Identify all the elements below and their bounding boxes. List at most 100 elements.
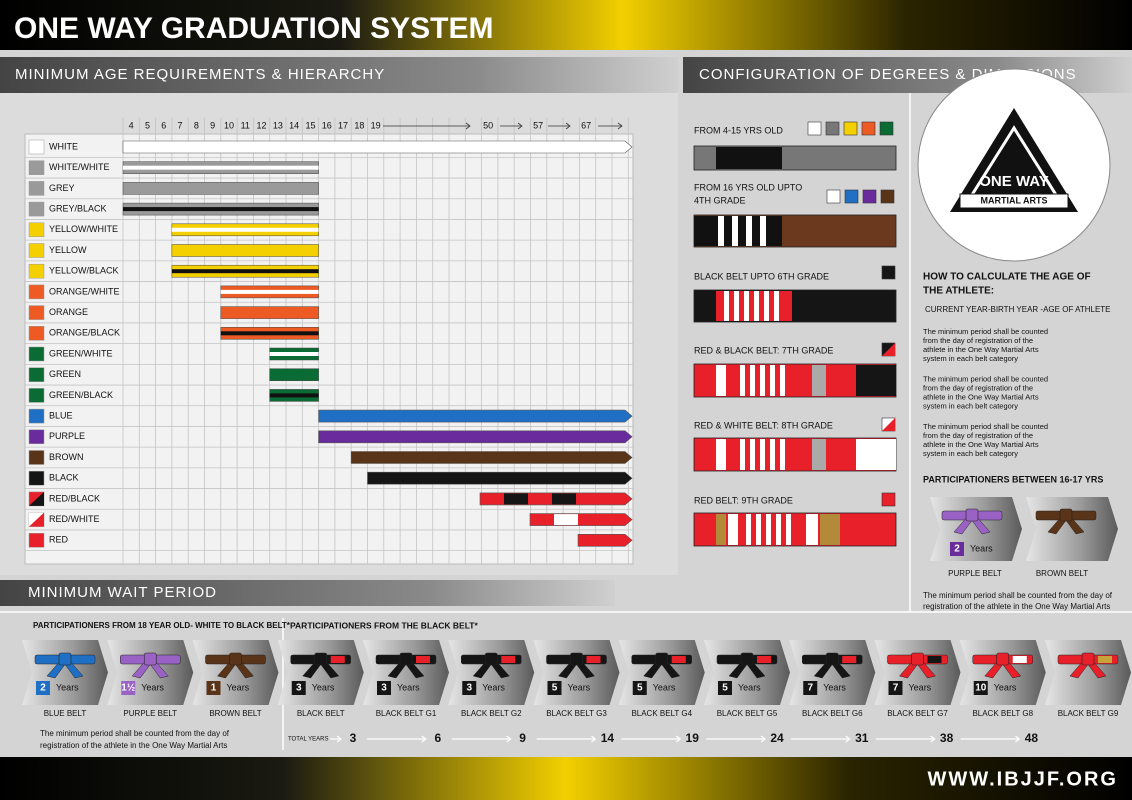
swatch	[28, 263, 45, 279]
years-label: Years	[970, 543, 993, 553]
belt-name: BROWN BELT	[209, 709, 261, 718]
age-label: 6	[161, 120, 166, 130]
belt-label: ORANGE/BLACK	[49, 328, 120, 338]
belt-name: BLACK BELT	[297, 709, 345, 718]
belt-segment	[728, 514, 738, 545]
belt-segment	[746, 216, 752, 246]
age-label: 50	[483, 120, 493, 130]
years-box	[632, 681, 647, 695]
years-number: 7	[893, 683, 899, 694]
belt-name: BLUE BELT	[44, 709, 87, 718]
belt-name: BLACK BELT G7	[887, 709, 948, 718]
years-label: Years	[312, 682, 335, 692]
age-bar	[367, 471, 633, 485]
belt-segment	[734, 291, 739, 321]
age-label: 7	[178, 120, 183, 130]
calc-note: athlete in the One Way Martial Arts	[923, 345, 1039, 354]
belt-name: BLACK BELT G9	[1058, 709, 1119, 718]
swatch	[28, 470, 45, 486]
belt-label: GREEN/WHITE	[49, 348, 113, 358]
bar-stripe	[123, 207, 319, 212]
years-box	[206, 681, 221, 695]
belt-segment	[764, 291, 769, 321]
total-years: 6	[434, 731, 441, 745]
degree-label: RED & WHITE BELT: 8TH GRADE	[694, 420, 833, 430]
footer-bar	[0, 757, 1132, 800]
calc-note: The minimum period shall be counted	[923, 374, 1048, 383]
swatch	[28, 201, 45, 217]
belt-label: ORANGE/WHITE	[49, 286, 120, 296]
logo-text: MARTIAL ARTS	[981, 195, 1048, 205]
years-box	[462, 681, 477, 695]
section-bar	[0, 57, 678, 93]
swatch	[29, 512, 44, 527]
years-number: 7	[807, 683, 813, 694]
age-bar	[171, 244, 319, 257]
age-label: 15	[305, 120, 315, 130]
belt-segment	[776, 514, 781, 545]
bar-stripe	[269, 393, 319, 398]
bar-stripe	[171, 269, 319, 274]
arrow-head	[617, 122, 623, 130]
chevron	[192, 640, 279, 705]
belt-icon-bar	[927, 656, 942, 663]
age-label: 5	[145, 120, 150, 130]
swatch	[28, 450, 45, 465]
arrow-head	[845, 735, 851, 743]
swatch	[28, 181, 45, 196]
chevron	[704, 640, 790, 705]
logo-band	[959, 193, 1069, 209]
color-swatch	[882, 343, 895, 356]
belt-label: WHITE/WHITE	[49, 162, 110, 172]
belt-knot	[484, 652, 498, 666]
logo-text: ONE WAY	[979, 173, 1048, 190]
note: registration of the athlete in the One W…	[923, 602, 1110, 611]
belt-label: BLACK	[49, 473, 79, 483]
bar-stripe	[220, 331, 319, 336]
total-years: 24	[770, 731, 784, 745]
belt-segment	[820, 514, 840, 545]
belt-segment	[770, 439, 775, 470]
age-label: 11	[241, 120, 250, 130]
years-box	[291, 681, 306, 695]
years-label: Years	[482, 682, 505, 692]
belt-label: GREY	[49, 183, 75, 193]
belt-segment	[716, 439, 726, 470]
years-number: 10	[975, 683, 987, 694]
belt-segment	[750, 365, 755, 396]
age-bar	[318, 430, 633, 444]
years-number: 5	[722, 683, 728, 694]
calc-note: system in each belt category	[923, 449, 1018, 458]
note: The minimum period shall be counted from…	[923, 591, 1113, 600]
belt-segment	[780, 365, 785, 396]
color-swatch	[882, 418, 895, 431]
color-swatch	[862, 189, 877, 204]
bar-stripe	[123, 165, 319, 170]
belt-segment	[770, 365, 775, 396]
years-label: Years	[141, 682, 164, 692]
belt-segment	[856, 439, 896, 470]
belt-segment	[716, 365, 726, 396]
belt-label: ORANGE	[49, 307, 88, 317]
age-bar	[122, 140, 633, 154]
belt-knot	[1059, 508, 1073, 522]
belt-segment	[754, 291, 759, 321]
arrow-head	[506, 735, 512, 743]
calc-note: The minimum period shall be counted	[923, 422, 1048, 431]
belt-knot	[229, 652, 242, 666]
bar-segment	[552, 493, 576, 505]
belt-segment	[746, 514, 751, 545]
belt-segment	[774, 291, 779, 321]
belt-name: BLACK BELT G2	[461, 709, 522, 718]
bar-stripe	[269, 352, 319, 356]
belt-label: GREEN	[49, 369, 81, 379]
chevron	[107, 640, 194, 705]
age-label: 16	[322, 120, 332, 130]
belt-segment	[756, 514, 761, 545]
age-bar	[269, 368, 319, 381]
swatch	[28, 326, 45, 341]
belt-knot	[965, 508, 979, 522]
age-label: 19	[371, 120, 381, 130]
swatch	[28, 139, 45, 155]
group-title: PARTICIPATIONERS FROM 18 YEAR OLD- WHITE…	[33, 621, 291, 630]
